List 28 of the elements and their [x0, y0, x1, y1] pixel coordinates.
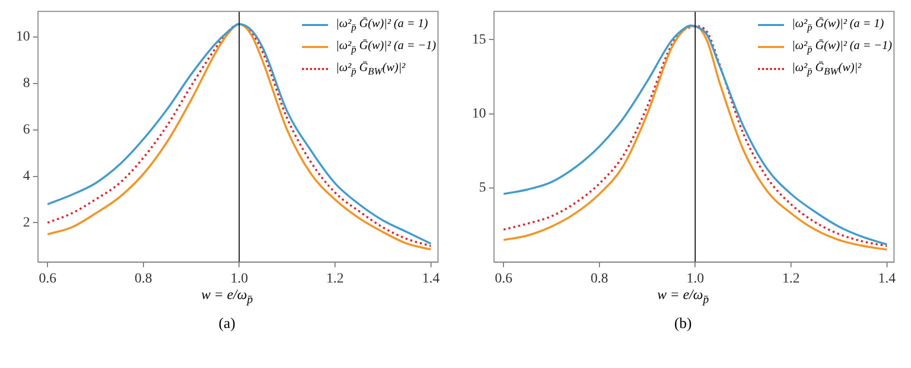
y-tick-label: 5	[479, 180, 486, 196]
text: (b)	[673, 316, 693, 333]
x-tick-label: 0.8	[134, 271, 152, 286]
x-tick-label: 0.8	[590, 271, 608, 286]
text: (a)	[218, 316, 236, 333]
x-tick-label: 1.2	[782, 271, 800, 286]
legend-label: |ω²$_{p̄}$ Ḡ(w)|² (a = −1)	[336, 38, 436, 56]
x-axis-title: w = e/ω$_{p̄}$	[200, 288, 254, 308]
x-tick-label: 0.6	[494, 271, 512, 286]
x-tick-label: 0.6	[38, 271, 56, 286]
x-tick-label: 1.0	[230, 271, 248, 286]
legend-label: |ω²$_{p̄}$ Ḡ(w)|² (a = 1)	[792, 16, 884, 34]
x-tick-label: 1.2	[326, 271, 344, 286]
y-tick-label: 10	[472, 106, 486, 122]
x-axis-title: w = e/ω$_{p̄}$	[656, 288, 710, 308]
legend-label: |ω²$_{p̄}$ Ḡ(w)|² (a = −1)	[792, 38, 892, 56]
y-tick-label: 6	[23, 122, 30, 138]
x-tick-label: 1.0	[686, 271, 704, 286]
legend-label: |ω²$_{p̄}$ Ḡ(w)|² (a = 1)	[336, 16, 428, 34]
x-tick-label: 1.4	[878, 271, 896, 286]
y-tick-label: 15	[472, 32, 486, 48]
y-tick-label: 4	[23, 168, 30, 184]
y-tick-label: 8	[23, 76, 30, 92]
x-tick-label: 1.4	[422, 271, 440, 286]
legend-label: |ω²$_{p̄}$ Ḡ$_{BW}$(w)|²	[792, 60, 862, 78]
legend-label: |ω²$_{p̄}$ Ḡ$_{BW}$(w)|²	[336, 60, 406, 78]
y-tick-label: 2	[23, 215, 30, 230]
y-tick-label: 10	[16, 30, 30, 45]
